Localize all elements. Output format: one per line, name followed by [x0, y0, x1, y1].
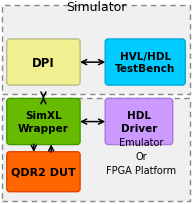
Text: DPI: DPI [32, 56, 55, 69]
FancyBboxPatch shape [105, 40, 185, 86]
FancyBboxPatch shape [7, 99, 80, 145]
FancyBboxPatch shape [7, 40, 80, 86]
Bar [2, 6, 190, 95]
Bar [2, 99, 190, 201]
Text: QDR2 DUT: QDR2 DUT [11, 167, 76, 177]
Text: Emulator
Or
FPGA Platform: Emulator Or FPGA Platform [106, 137, 176, 175]
Text: HVL/HDL
TestBench: HVL/HDL TestBench [115, 52, 175, 74]
Text: SimXL
Wrapper: SimXL Wrapper [18, 111, 69, 133]
Text: Simulator: Simulator [66, 1, 127, 14]
FancyBboxPatch shape [105, 99, 173, 145]
FancyBboxPatch shape [7, 152, 80, 192]
Text: HDL
Driver: HDL Driver [121, 111, 157, 133]
